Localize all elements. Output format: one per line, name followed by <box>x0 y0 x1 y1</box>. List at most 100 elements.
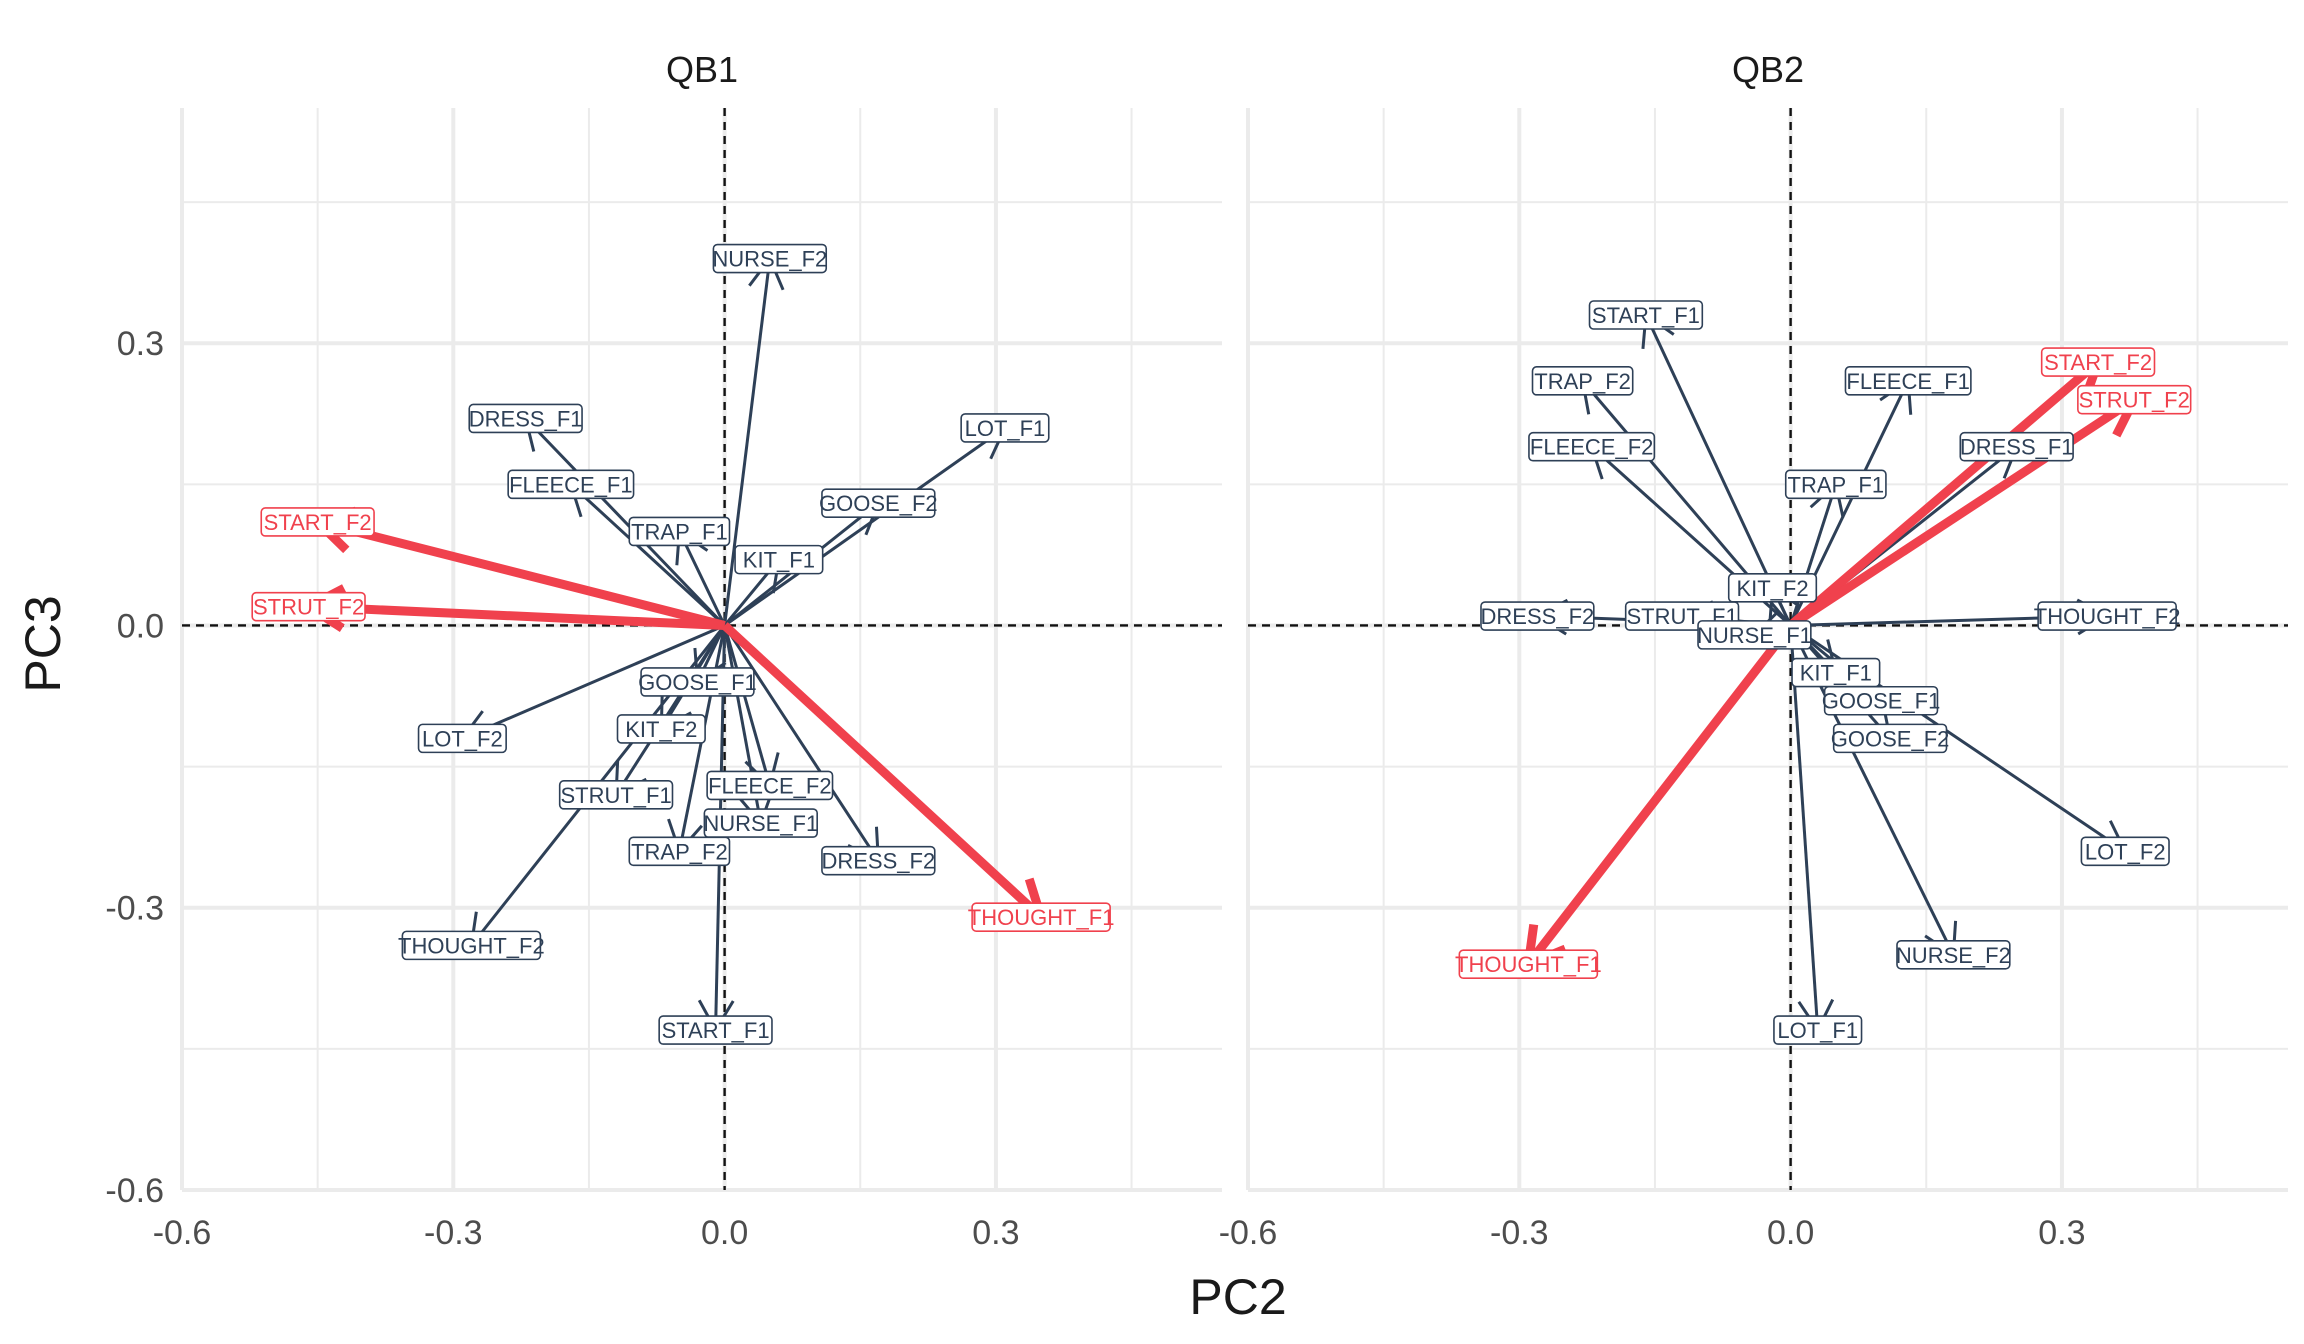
vector-label: KIT_F2 <box>616 714 706 744</box>
vector-label-text: GOOSE_F1 <box>1822 689 1941 714</box>
vector-label-box <box>1832 723 1948 754</box>
vector-label: KIT_F2 <box>1727 573 1818 603</box>
vector-label: START_F1 <box>658 1015 773 1045</box>
vector-label-text: NURSE_F2 <box>1896 943 2011 968</box>
vector-label-text: DRESS_F2 <box>1481 604 1595 629</box>
vector-label: FLEECE_F2 <box>1528 431 1656 462</box>
vector-label-text: THOUGHT_F2 <box>2034 604 2181 629</box>
vector-label-box <box>2080 836 2170 867</box>
vector-label: STRUT_F2 <box>2077 384 2192 415</box>
vector-shaft <box>721 622 1045 921</box>
y-tick-label: 0.3 <box>117 325 164 363</box>
vector-shaft <box>569 483 726 627</box>
vector-label-box <box>658 1015 773 1045</box>
vector-label-box <box>2040 347 2156 377</box>
vector-label: LOT_F1 <box>1773 1015 1863 1045</box>
vector-label: TRAP_F2 <box>628 836 731 867</box>
vector-shaft <box>524 417 726 627</box>
vector-label-text: FLEECE_F2 <box>1530 435 1654 460</box>
vector-label: NURSE_F1 <box>1697 620 1812 650</box>
vector-label: FLEECE_F1 <box>1844 366 1972 396</box>
vector-label-box <box>417 723 507 754</box>
x-axis-ticks: -0.6 -0.3 0.0 0.3 <box>153 1214 1020 1252</box>
vector-label-text: LOT_F1 <box>1777 1018 1858 1043</box>
vector-label: START_F2 <box>260 507 375 537</box>
vector-shaft <box>461 624 726 740</box>
vector-label-text: KIT_F2 <box>625 717 697 742</box>
vector-label-box <box>628 516 731 547</box>
vector-label-text: LOT_F2 <box>2085 839 2166 864</box>
vector-label-box <box>971 902 1111 932</box>
vector-label-text: START_F2 <box>264 510 372 535</box>
vector-label-text: NURSE_F1 <box>1697 623 1812 648</box>
vector-label-text: FLEECE_F2 <box>708 773 832 798</box>
vector-label-box <box>960 413 1050 443</box>
vector-label-text: STRUT_F2 <box>253 595 364 620</box>
vector-label-text: DRESS_F2 <box>821 849 935 874</box>
vector-label-box <box>1773 1015 1863 1045</box>
vector-label: STRUT_F2 <box>251 591 366 622</box>
vector-label-box <box>251 591 366 622</box>
vector-label: GOOSE_F2 <box>819 488 938 518</box>
y-tick-label: -0.6 <box>105 1172 164 1210</box>
vector-label-box <box>1844 366 1972 396</box>
vector-label-box <box>1697 620 1812 650</box>
vector-label: TRAP_F1 <box>1784 469 1887 500</box>
vector-label: FLEECE_F1 <box>507 469 635 500</box>
vector-label-box <box>1588 300 1704 330</box>
vector-label-box <box>1458 949 1599 979</box>
vector-shaft <box>316 517 726 630</box>
vector-label-text: NURSE_F2 <box>712 247 827 272</box>
vector-label: GOOSE_F1 <box>638 667 757 697</box>
vector-label-text: THOUGHT_F1 <box>1455 952 1602 977</box>
vector-shaft <box>678 530 726 627</box>
vector-label-box <box>2037 601 2177 631</box>
vector-label: GOOSE_F1 <box>1822 685 1941 716</box>
vector-shaft <box>723 258 772 626</box>
y-tick-label: 0.0 <box>117 607 164 645</box>
vector-label: TRAP_F2 <box>1531 366 1634 396</box>
vector-label-box <box>1896 939 2011 970</box>
vector-label-text: KIT_F1 <box>743 548 815 573</box>
panel-title: QB1 <box>666 49 738 90</box>
vector-label-box <box>616 714 706 744</box>
x-tick-label: 0.0 <box>1767 1214 1814 1252</box>
x-tick-label: 0.0 <box>701 1214 748 1252</box>
vector-arrow <box>723 426 1008 627</box>
x-tick-label: -0.3 <box>1490 1214 1549 1252</box>
vector-label: LOT_F2 <box>2080 836 2170 867</box>
x-axis-ticks: -0.6 -0.3 0.0 0.3 <box>1219 1214 2086 1252</box>
vector-label-box <box>1528 431 1656 462</box>
vector-label-box <box>1784 469 1887 500</box>
vector-label-box <box>712 243 828 274</box>
vector-label: DRESS_F1 <box>468 403 583 434</box>
vector-label-box <box>1531 366 1634 396</box>
vector-arrow <box>1522 622 1795 972</box>
vector-label-text: STRUT_F1 <box>560 783 671 808</box>
vector-shaft <box>723 625 772 786</box>
vector-label: TRAP_F1 <box>628 516 731 547</box>
vector-label-text: START_F1 <box>662 1018 770 1043</box>
x-tick-label: -0.6 <box>1219 1214 1278 1252</box>
vector-labels: START_F1 TRAP_F2 FLEECE_F1 FLEECE_F2 DRESS_F… <box>1455 300 2192 1045</box>
vector-label-box <box>1959 431 2074 462</box>
panel-qb2: QB2 START_F1 TRAP_F2 FLEECE_F1 FLEECE_F2 DRE… <box>1219 49 2288 1252</box>
vector-shaft <box>1524 622 1795 967</box>
vector-label-text: THOUGHT_F2 <box>398 933 545 958</box>
vector-label: DRESS_F1 <box>1959 431 2074 462</box>
vector-label: DRESS_F2 <box>821 845 936 876</box>
vector-label-box <box>628 836 731 867</box>
vector-label: FLEECE_F2 <box>706 770 834 801</box>
vector-label: DRESS_F2 <box>1480 601 1595 631</box>
vector-label-box <box>1480 601 1595 631</box>
vector-label-text: TRAP_F1 <box>1788 472 1885 497</box>
panel-title: QB2 <box>1732 49 1804 90</box>
x-tick-label: -0.3 <box>424 1214 483 1252</box>
vector-label: NURSE_F2 <box>1896 939 2011 970</box>
vector-label-box <box>703 808 818 838</box>
x-tick-label: 0.3 <box>2038 1214 2085 1252</box>
vector-label-box <box>558 780 674 810</box>
vector-label-text: FLEECE_F1 <box>509 472 633 497</box>
vector-label-text: GOOSE_F2 <box>819 491 938 516</box>
